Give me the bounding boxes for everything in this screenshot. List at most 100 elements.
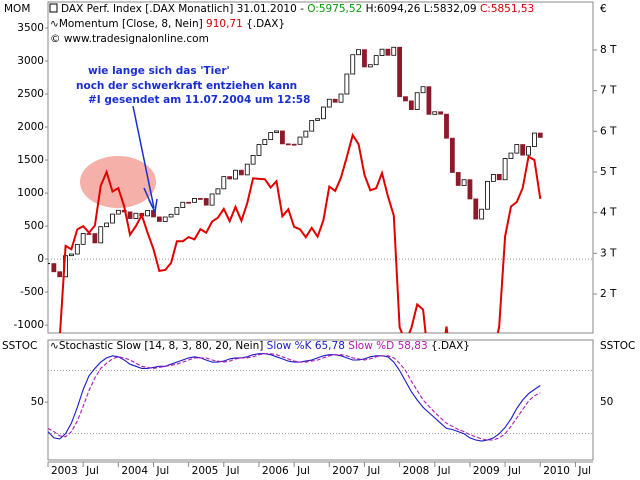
- y2-tick-label: 50: [600, 396, 613, 408]
- annotation: noch der schwerkraft entziehen kann: [76, 80, 297, 92]
- y2-tick-label: 2 T: [600, 288, 617, 300]
- x-tick-label: Jul: [155, 465, 169, 477]
- x-tick-label: Jul: [85, 465, 99, 477]
- candle: [520, 144, 526, 156]
- candle: [485, 180, 490, 210]
- legend-text: O:5975,52: [307, 3, 362, 15]
- right-axis-label: SSTOC: [600, 340, 635, 352]
- left-axis-label: SSTOC: [2, 340, 37, 352]
- y-tick-label: 3500: [17, 22, 44, 34]
- candle: [186, 201, 192, 204]
- candle: [180, 201, 186, 208]
- candle: [244, 163, 250, 176]
- candle: [403, 96, 408, 102]
- x-tick-label: 2004: [121, 465, 148, 477]
- candle: [174, 207, 180, 215]
- x-tick-label: Jul: [507, 465, 521, 477]
- right-axis-label: €: [600, 3, 607, 15]
- candle: [115, 209, 121, 215]
- y-tick-label: 2500: [17, 88, 44, 100]
- candle: [268, 132, 274, 141]
- candle: [438, 111, 444, 115]
- y2-tick-label: 4 T: [600, 207, 617, 219]
- candle: [51, 263, 57, 273]
- candle: [338, 93, 344, 103]
- candle: [344, 73, 350, 95]
- candle: [514, 144, 520, 154]
- x-tick-label: 2008: [403, 465, 430, 477]
- candle: [397, 46, 403, 98]
- candle: [332, 98, 338, 103]
- y-tick-label: 1000: [17, 187, 44, 199]
- x-tick-label: 2006: [262, 465, 289, 477]
- x-tick-label: Jul: [296, 465, 310, 477]
- line: [48, 353, 541, 441]
- candle: [233, 169, 238, 180]
- candle: [373, 55, 379, 66]
- x-tick-label: 2005: [192, 465, 219, 477]
- candle: [309, 119, 315, 132]
- annotation: wie lange sich das 'Tier': [88, 65, 230, 77]
- candle: [461, 179, 467, 186]
- x-tick-label: Jul: [226, 465, 240, 477]
- legend-text: 58,83: [398, 340, 428, 352]
- candle: [303, 130, 309, 138]
- candle: [496, 173, 502, 181]
- candle: [262, 139, 268, 145]
- legend-text: Stochastic Slow [14, 8, 3, 80, 20, Nein]: [59, 340, 267, 352]
- candle: [127, 211, 133, 219]
- line: [48, 353, 541, 442]
- candle: [473, 198, 479, 220]
- candle: [203, 198, 209, 206]
- y2-tick-label: 5 T: [600, 166, 617, 178]
- candle: [197, 198, 203, 200]
- stoch-panel: [47, 339, 594, 461]
- x-tick-label: Jul: [577, 465, 591, 477]
- candle: [414, 92, 420, 110]
- svg-text:∿Momentum [Close, 8, Nein] 910: ∿Momentum [Close, 8, Nein] 910,71 {.DAX}: [50, 18, 285, 30]
- y2-tick-label: 7 T: [600, 85, 617, 97]
- candle: [227, 176, 233, 180]
- candle: [526, 146, 531, 156]
- legend-text: 910,71: [206, 18, 243, 30]
- candle: [420, 86, 426, 94]
- candle: [80, 233, 86, 245]
- candle: [321, 106, 326, 120]
- candle: [215, 188, 221, 195]
- candle: [449, 137, 455, 173]
- legend-text: C:5851,53: [480, 3, 534, 15]
- candle: [326, 98, 332, 108]
- y-tick-label: 3000: [17, 55, 44, 67]
- copyright: © www.tradesignalonline.com: [50, 33, 209, 45]
- candle: [297, 136, 303, 145]
- candle: [250, 155, 256, 165]
- legend-text: Slow %K: [267, 340, 313, 352]
- y-tick-label: 50: [31, 396, 44, 408]
- candle: [168, 213, 174, 218]
- candle: [479, 208, 485, 220]
- candle: [221, 176, 227, 190]
- candle: [426, 86, 432, 115]
- candle: [57, 271, 63, 278]
- candle: [379, 48, 385, 57]
- annotation: #I gesendet am 11.07.2004 um 12:58: [88, 94, 310, 106]
- legend-text: 65,78: [315, 340, 345, 352]
- candle: [256, 144, 262, 156]
- legend-text: {.DAX}: [243, 18, 285, 30]
- candle: [280, 130, 285, 145]
- annotation-arrow: [132, 105, 158, 215]
- x-tick-label: 2003: [51, 465, 78, 477]
- candle: [285, 143, 291, 146]
- candle: [315, 118, 320, 121]
- candle: [350, 54, 356, 75]
- y-tick-label: 1500: [17, 154, 44, 166]
- legend-text: H:6094,26 L:5832,09: [362, 3, 480, 15]
- legend-text: Slow %D: [348, 340, 394, 352]
- candle: [192, 198, 197, 203]
- x-tick-label: Jul: [437, 465, 451, 477]
- y-tick-label: -500: [20, 286, 44, 298]
- candle: [432, 111, 438, 115]
- candle: [209, 193, 215, 206]
- y2-tick-label: 8 T: [600, 44, 617, 56]
- candle: [537, 132, 543, 138]
